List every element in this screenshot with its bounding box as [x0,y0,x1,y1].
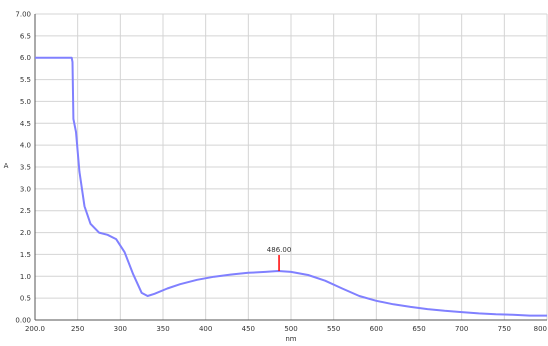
y-tick-label: 2.0 [20,229,31,237]
absorbance-line [35,56,547,317]
x-tick-label: 300 [114,325,127,333]
y-axis-label: A [4,162,9,170]
y-tick-label: 5.0 [20,98,31,106]
y-tick-label: 7.00 [15,11,31,19]
axes [34,14,547,321]
annotation-layer: 486.00 [267,246,292,272]
y-tick-label: 1.5 [20,251,31,259]
y-tick-label: 5.5 [20,76,31,84]
x-tick-label: 550 [327,325,340,333]
grid-lines [34,13,548,321]
y-tick-label: 1.0 [20,273,31,281]
x-tick-label: 750 [498,325,511,333]
x-axis-label: nm [285,335,296,343]
x-tick-label: 200.0 [25,325,45,333]
y-tick-label: 0.5 [20,295,31,303]
y-tick-label: 4.0 [20,142,31,150]
y-tick-label: 4.5 [20,120,31,128]
x-tick-label: 800 [534,325,547,333]
x-tick-label: 250 [71,325,84,333]
y-tick-label: 6.0 [20,54,31,62]
y-tick-label: 0.00 [15,317,31,325]
peak-label: 486.00 [267,246,292,254]
x-tick-label: 350 [156,325,169,333]
y-tick-label: 3.5 [20,164,31,172]
x-tick-label: 400 [199,325,212,333]
y-tick-labels: 0.00 0.5 1.0 1.5 2.0 2.5 3.0 3.5 4.0 4.5 5.0 5.5 6.0… [15,11,31,325]
x-tick-label: 500 [284,325,297,333]
x-tick-label: 700 [455,325,468,333]
y-tick-label: 2.5 [20,207,31,215]
x-tick-label: 450 [242,325,255,333]
series-layer [35,56,547,317]
y-tick-label: 6.5 [20,32,31,40]
y-tick-label: 3.0 [20,185,31,193]
x-tick-label: 650 [412,325,425,333]
x-tick-labels: 200.0 250 300 350 400 450 500 550 600 650 700 750 80… [25,325,547,333]
x-tick-label: 600 [370,325,383,333]
